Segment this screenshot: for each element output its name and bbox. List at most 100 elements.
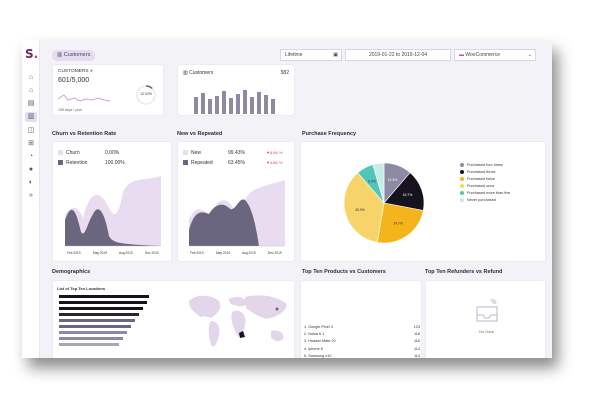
legend-swatch xyxy=(460,197,464,202)
legend-swatch xyxy=(460,190,464,195)
legend-swatch xyxy=(460,176,464,181)
pie-data-label: 35.9% xyxy=(355,208,365,212)
legend-label: Never purchased xyxy=(467,198,496,202)
legend-swatch xyxy=(460,169,464,174)
product-value: 114 xyxy=(413,353,420,358)
pie-slice[interactable] xyxy=(343,172,385,243)
customers-kpi-card: CUSTOMERS ● 601/5,000 158 days / year 12… xyxy=(52,64,164,116)
legend-entry[interactable]: Purchased four times xyxy=(460,162,510,169)
report-icon[interactable]: ◔ xyxy=(28,153,34,160)
new-row: New xyxy=(183,150,201,156)
product-name: 3. Huawei Mate 20 xyxy=(304,339,336,344)
store-select[interactable]: ▬ WooCommerce ⌄ xyxy=(454,49,536,61)
top-refunders-card: No Data xyxy=(425,280,546,358)
date-range-picker[interactable]: 2019-01-22 to 2019-12-04 xyxy=(345,49,451,61)
logo[interactable]: S. xyxy=(25,47,39,61)
retention-value: 100.00% xyxy=(105,160,125,166)
locations-bar-list xyxy=(59,295,149,346)
expand-icon[interactable]: » xyxy=(29,192,33,199)
kpi-subtext: 158 days / year xyxy=(58,108,82,112)
nr-tick-0: Feb 2019 xyxy=(190,251,204,255)
legend-entry[interactable]: Purchased twice xyxy=(460,176,510,183)
legend-entry[interactable]: Purchased more than five xyxy=(460,190,510,197)
period-select[interactable]: Lifetime ▣ xyxy=(280,49,342,61)
pie-slice[interactable] xyxy=(376,202,424,244)
pie-data-label: 16.7% xyxy=(403,193,413,197)
legend-entry[interactable]: Purchased once xyxy=(460,183,510,190)
home-icon[interactable]: ⌂ xyxy=(28,74,34,81)
product-row[interactable]: 5. Samsung s10 114 xyxy=(304,354,420,358)
pie-slice[interactable] xyxy=(372,162,385,204)
pie-legend: Purchased four times Purchased thrice Purc… xyxy=(460,162,510,204)
nr-tick-2: Aug 2019 xyxy=(242,251,256,255)
locations-list-title: List of Top Ten Locations xyxy=(57,286,106,291)
purchase-frequency-title: Purchase Frequency xyxy=(302,131,357,137)
churn-tick-0: Feb 2019 xyxy=(67,251,81,255)
churn-tick-3: Dec 2019 xyxy=(145,251,159,255)
calendar-icon: ▣ xyxy=(333,52,338,58)
new-repeated-card: New 99.43% ▼8.56 % Repeated 63.45% ▼4.86… xyxy=(177,141,295,262)
bank-icon[interactable]: ⌂ xyxy=(28,87,34,94)
product-row[interactable]: 4. iphone 8 114 xyxy=(304,347,420,354)
kpi-value: 601/5,000 xyxy=(58,77,90,84)
sidebar: S. ⌂ ⌂ ▤ ▥ ◫ ⊞ ◔ ● ◐ » xyxy=(22,40,40,358)
coupon-icon[interactable]: ◐ xyxy=(28,179,34,186)
pie-data-label: 6.9% xyxy=(368,179,376,183)
kpi-sparkline xyxy=(58,94,111,102)
customers-bar-card: ▥ Customers 582 xyxy=(177,64,295,116)
new-repeated-area-chart xyxy=(189,180,285,247)
churn-value: 0.00% xyxy=(105,150,120,156)
demographics-card: List of Top Ten Locations xyxy=(52,280,295,358)
legend-entry[interactable]: Never purchased xyxy=(460,197,510,204)
kpi-donut xyxy=(136,85,156,105)
purchase-frequency-pie: 11.3% 16.7% 24.7% 35.9% 6.9% xyxy=(343,162,425,244)
product-value: 114 xyxy=(413,346,420,351)
empty-inbox-icon xyxy=(476,298,498,322)
legend-label: Purchased four times xyxy=(467,163,503,167)
legend-label: Purchased once xyxy=(467,184,495,188)
world-map xyxy=(189,295,287,347)
churn-title: Churn vs Retention Rate xyxy=(52,131,117,137)
product-row[interactable]: 1. Google Pixel 3 123 xyxy=(304,325,420,332)
legend-label: Purchased more than five xyxy=(467,191,511,195)
product-value: 116 xyxy=(413,339,420,344)
product-value: 118 xyxy=(413,332,420,337)
pie-data-label: 11.3% xyxy=(388,178,397,182)
app-window: S. ⌂ ⌂ ▤ ▥ ◫ ⊞ ◔ ● ◐ » ▥ Customers Lifet… xyxy=(22,40,552,358)
chart-icon[interactable]: ▤ xyxy=(27,100,35,107)
chevron-down-icon: ⌄ xyxy=(527,52,532,58)
customers-chart-title: ▥ Customers xyxy=(183,70,214,76)
demographics-title: Demographics xyxy=(52,269,91,275)
churn-row: Churn xyxy=(58,150,80,156)
product-row[interactable]: 3. Huawei Mate 20 116 xyxy=(304,339,420,346)
legend-label: Purchased twice xyxy=(467,177,495,181)
new-delta: ▼8.56 % xyxy=(266,150,283,155)
woocommerce-icon: ▬ xyxy=(459,52,466,58)
no-data-label: No Data xyxy=(479,329,494,334)
top-products-title: Top Ten Products vs Customers xyxy=(302,269,386,275)
nr-tick-1: May 2019 xyxy=(216,251,230,255)
churn-area-chart xyxy=(65,176,161,247)
nr-tick-3: Dec 2019 xyxy=(268,251,282,255)
legend-swatch xyxy=(460,183,464,188)
orders-icon[interactable]: ⊞ xyxy=(28,140,34,147)
repeated-value: 63.45% xyxy=(228,160,245,166)
tab-customers[interactable]: ▥ Customers xyxy=(52,50,96,61)
new-value: 99.43% xyxy=(228,150,245,156)
product-name: 5. Samsung s10 xyxy=(304,353,332,358)
product-value: 123 xyxy=(413,325,420,329)
pie-data-label: 24.7% xyxy=(393,222,403,226)
product-row[interactable]: 2. Nokia 6.1 118 xyxy=(304,332,420,339)
churn-tick-1: May 2019 xyxy=(93,251,107,255)
customers-bar-chart xyxy=(194,90,275,114)
repeated-row: Repeated xyxy=(183,160,213,166)
legend-swatch xyxy=(460,162,464,167)
legend-entry[interactable]: Purchased thrice xyxy=(460,169,510,176)
customers-chart-value: 582 xyxy=(280,70,289,76)
box-icon[interactable]: ◫ xyxy=(27,127,35,134)
product-name: 1. Google Pixel 3 xyxy=(304,325,333,329)
kpi-label: CUSTOMERS ● xyxy=(58,69,93,74)
new-repeated-title: New vs Repeated xyxy=(177,131,223,137)
avatar-icon[interactable]: ● xyxy=(28,166,34,173)
customers-icon[interactable]: ▥ xyxy=(25,112,37,122)
